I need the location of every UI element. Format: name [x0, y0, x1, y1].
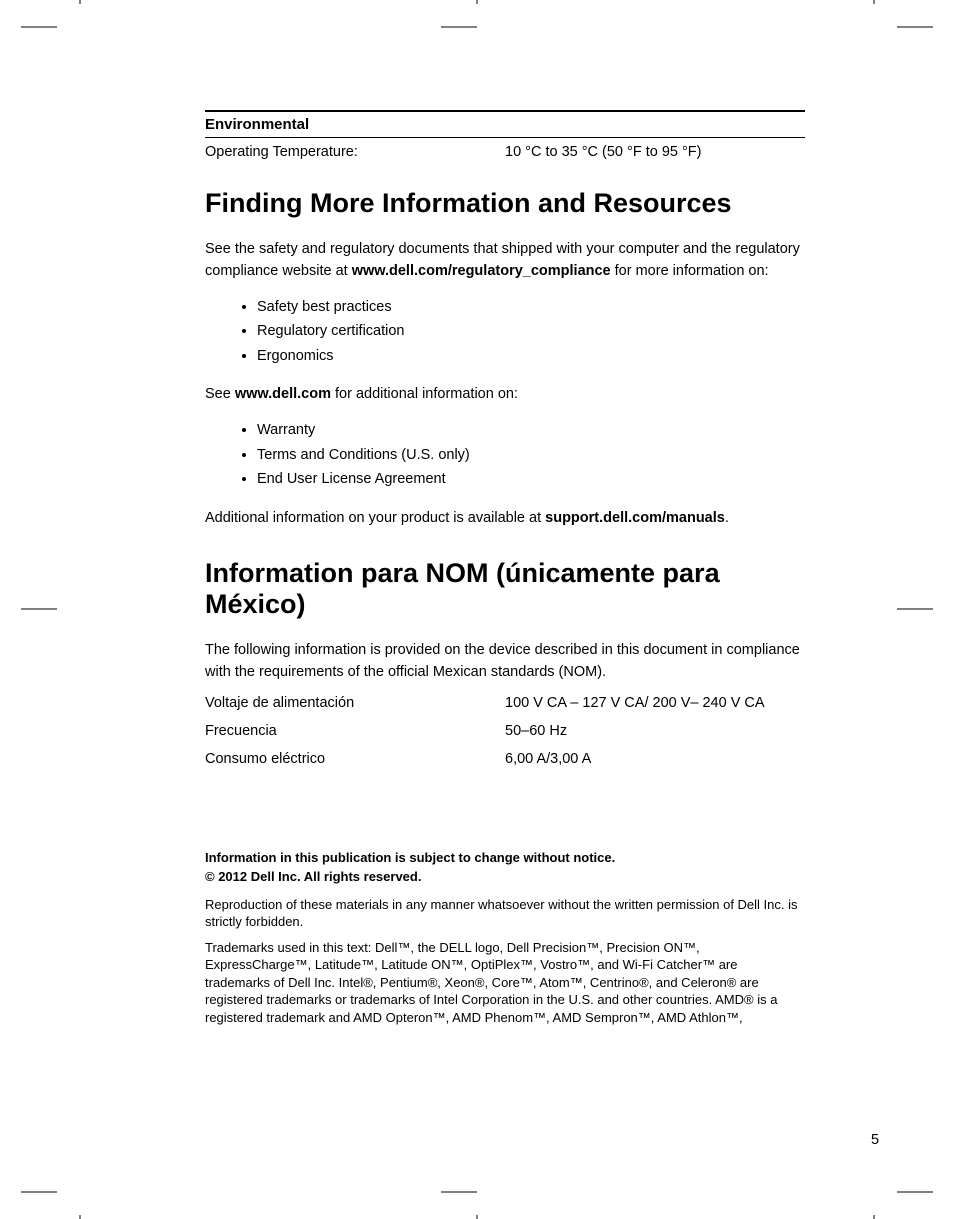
nom-label: Consumo eléctrico	[205, 751, 505, 767]
list-item: Safety best practices	[257, 295, 805, 320]
list-safety: Safety best practicesRegulatory certific…	[257, 295, 805, 369]
nom-value: 100 V CA – 127 V CA/ 200 V– 240 V CA	[505, 695, 805, 711]
list-item: Regulatory certification	[257, 319, 805, 344]
nom-row: Voltaje de alimentación100 V CA – 127 V …	[205, 695, 805, 711]
heading-nom: Information para NOM (únicamente para Mé…	[205, 558, 805, 620]
list-warranty: WarrantyTerms and Conditions (U.S. only)…	[257, 418, 805, 492]
env-value: 10 °C to 35 °C (50 °F to 95 °F)	[505, 144, 805, 160]
nom-label: Frecuencia	[205, 723, 505, 739]
text: Additional information on your product i…	[205, 510, 545, 526]
nom-value: 50–60 Hz	[505, 723, 805, 739]
text: for additional information on:	[331, 386, 518, 402]
para-support: Additional information on your product i…	[205, 508, 805, 530]
list-item: Terms and Conditions (U.S. only)	[257, 443, 805, 468]
nom-row: Frecuencia50–60 Hz	[205, 723, 805, 739]
link-support-manuals[interactable]: support.dell.com/manuals	[545, 510, 725, 526]
heading-finding-more: Finding More Information and Resources	[205, 188, 805, 219]
para-dellcom: See www.dell.com for additional informat…	[205, 384, 805, 406]
nom-value: 6,00 A/3,00 A	[505, 751, 805, 767]
link-dell-com[interactable]: www.dell.com	[235, 386, 331, 402]
legal-repro: Reproduction of these materials in any m…	[205, 896, 805, 931]
legal-copyright: © 2012 Dell Inc. All rights reserved.	[205, 868, 805, 886]
page-content: Environmental Operating Temperature:10 °…	[205, 110, 805, 1035]
nom-label: Voltaje de alimentación	[205, 695, 505, 711]
env-section-title: Environmental	[205, 110, 805, 138]
text: See	[205, 386, 235, 402]
list-item: End User License Agreement	[257, 467, 805, 492]
link-regulatory-compliance[interactable]: www.dell.com/regulatory_compliance	[352, 263, 611, 279]
legal-notice: Information in this publication is subje…	[205, 849, 805, 867]
env-label: Operating Temperature:	[205, 144, 505, 160]
page-number: 5	[871, 1132, 879, 1148]
legal-trademarks: Trademarks used in this text: Dell™, the…	[205, 939, 805, 1027]
env-row: Operating Temperature:10 °C to 35 °C (50…	[205, 144, 805, 160]
list-item: Ergonomics	[257, 344, 805, 369]
para-nom-intro: The following information is provided on…	[205, 640, 805, 684]
list-item: Warranty	[257, 418, 805, 443]
para-regulatory: See the safety and regulatory documents …	[205, 239, 805, 283]
nom-row: Consumo eléctrico6,00 A/3,00 A	[205, 751, 805, 767]
text: for more information on:	[611, 263, 769, 279]
text: .	[725, 510, 729, 526]
